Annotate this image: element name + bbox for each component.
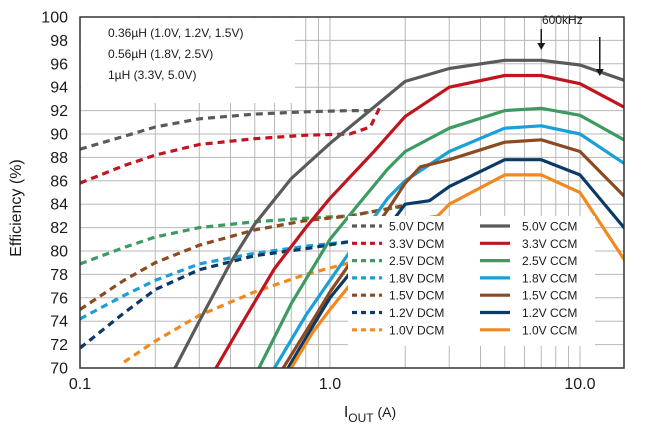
series-line-5-0v-ccm [173, 58, 624, 368]
legend: 5.0V DCM 3.3V DCM 2.5V DCM 1.8V DCM 1.5V DCM… [348, 216, 595, 346]
y-tick-label: 86 [50, 173, 68, 190]
frequency-annotation: 600kHz [537, 13, 604, 76]
inductor-note: 1µH (3.3V, 5.0V) [108, 68, 197, 82]
y-axis-title: Efficiency (%) [8, 159, 25, 257]
frequency-label: 600kHz [542, 13, 583, 27]
y-tick-label: 92 [50, 103, 68, 120]
y-tick-label: 100 [41, 10, 68, 27]
series-line-5-0v-dcm [80, 108, 374, 151]
legend-background [348, 216, 595, 346]
y-tick-label: 98 [50, 33, 68, 50]
x-axis-title: IOUT (A) [344, 404, 396, 425]
annotation-arrow-head [595, 69, 604, 76]
y-tick-label: 78 [50, 267, 68, 284]
legend-label: 1.5V CCM [522, 289, 577, 303]
series-line-1-2v-ccm [286, 158, 624, 368]
legend-label: 1.0V DCM [389, 323, 444, 337]
annotation-arrow-head [537, 43, 546, 50]
legend-label: 1.8V CCM [522, 271, 577, 285]
legend-label: 3.3V DCM [389, 237, 444, 251]
y-tick-label: 94 [50, 80, 68, 97]
x-axis-title-unit: (A) [374, 404, 397, 420]
series-line-3-3v-ccm [214, 73, 624, 368]
legend-label: 1.2V CCM [522, 306, 577, 320]
y-tick-label: 88 [50, 150, 68, 167]
legend-label: 1.5V DCM [389, 289, 444, 303]
series-line-1-5v-ccm [281, 138, 624, 368]
y-tick-label: 76 [50, 290, 68, 307]
inductor-note: 0.36µH (1.0V, 1.2V, 1.5V) [108, 26, 243, 40]
legend-label: 5.0V DCM [389, 220, 444, 234]
inductor-note: 0.56µH (1.8V, 2.5V) [108, 47, 213, 61]
x-tick-label: 1.0 [319, 376, 341, 393]
legend-label: 1.2V DCM [389, 306, 444, 320]
y-tick-label: 90 [50, 127, 68, 144]
plot-border [79, 16, 625, 369]
y-tick-label: 70 [50, 361, 68, 378]
y-tick-label: 74 [50, 314, 68, 331]
legend-label: 1.8V DCM [389, 271, 444, 285]
x-tick-label: 10.0 [564, 376, 595, 393]
series-line-3-3v-dcm [80, 104, 383, 185]
y-tick-label: 96 [50, 56, 68, 73]
legend-label: 2.5V DCM [389, 254, 444, 268]
x-axis-title-main: I [344, 404, 348, 421]
axis-ticks: 70 72 74 76 78 80 82 84 86 88 90 92 94 96 98 100 0.1 1.0 1… [41, 10, 595, 394]
legend-label: 3.3V CCM [522, 237, 577, 251]
x-axis-title-subscript: OUT [348, 411, 374, 425]
y-tick-label: 72 [50, 337, 68, 354]
notes-background [81, 18, 295, 103]
x-tick-label: 0.1 [69, 376, 91, 393]
plot-frame [79, 16, 625, 369]
legend-label: 5.0V CCM [522, 220, 577, 234]
legend-label: 1.0V CCM [522, 323, 577, 337]
y-tick-label: 84 [50, 197, 68, 214]
y-tick-label: 82 [50, 220, 68, 237]
y-tick-label: 80 [50, 244, 68, 261]
legend-label: 2.5V CCM [522, 254, 577, 268]
inductor-notes: 0.36µH (1.0V, 1.2V, 1.5V) 0.56µH (1.8V, 2… [81, 18, 295, 103]
series-line-1-5v-dcm [80, 203, 406, 311]
series-line-2-5v-ccm [257, 106, 624, 368]
